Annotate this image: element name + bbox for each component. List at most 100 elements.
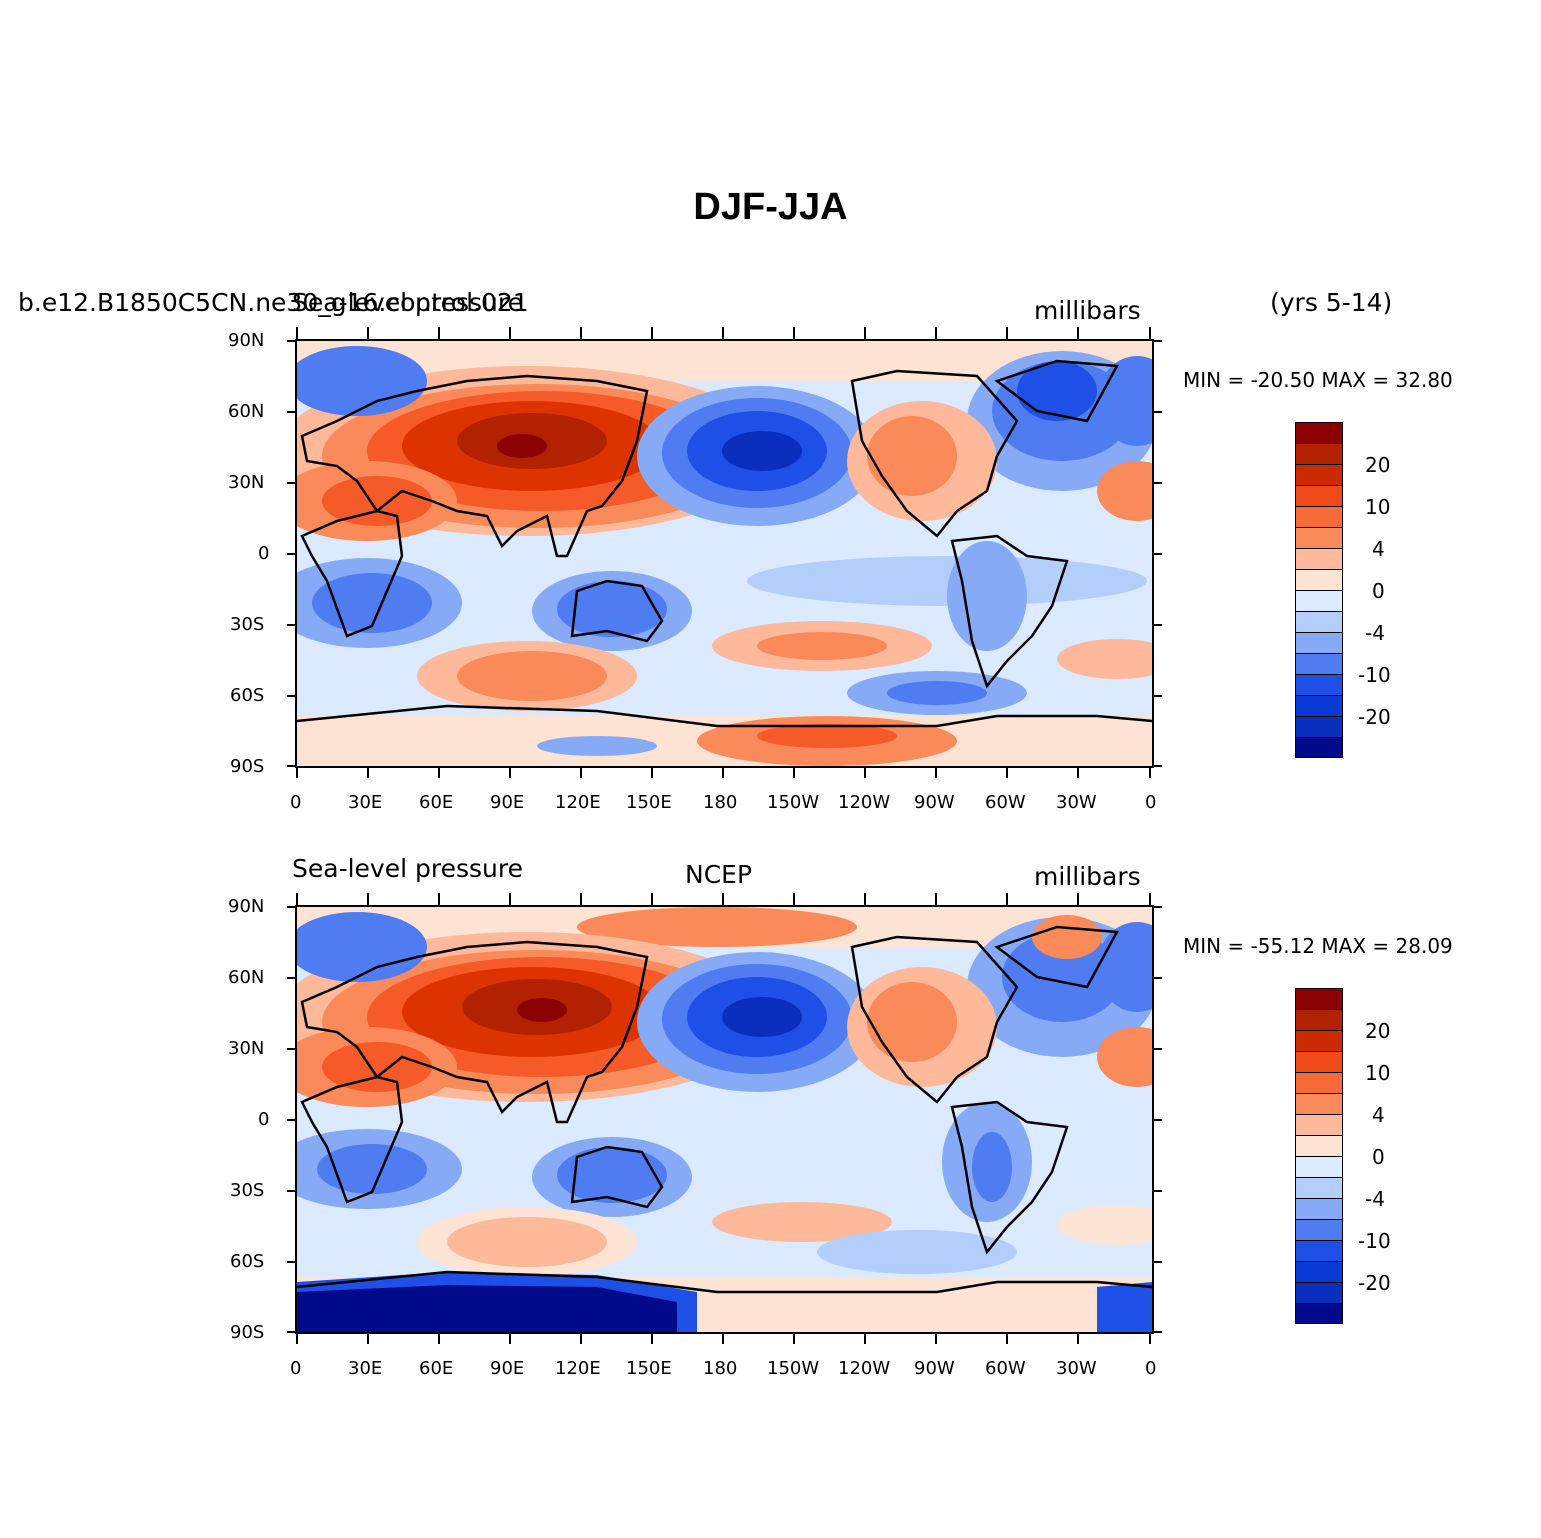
panel1-y-tick: 90S	[230, 756, 265, 777]
colorbar-swatch	[1295, 1072, 1343, 1094]
panel1-x-tick: 60W	[985, 792, 1026, 813]
panel1-colorbar-label: -4	[1365, 621, 1385, 645]
panel1-map-field	[297, 341, 1152, 766]
panel1-x-tick: 180	[703, 792, 738, 813]
colorbar-swatch	[1295, 737, 1343, 758]
panel2-y-tick: 30S	[230, 1180, 265, 1201]
panel2-y-tick: 30N	[228, 1038, 265, 1059]
colorbar-swatch	[1295, 1282, 1343, 1304]
panel2-y-tick: 60S	[230, 1251, 265, 1272]
panel2-x-tick: 30E	[348, 1358, 383, 1379]
panel1-x-tick: 150W	[767, 792, 820, 813]
panel1-x-tick: 0	[1145, 792, 1157, 813]
colorbar-swatch	[1295, 653, 1343, 675]
panel2-x-tick: 90W	[914, 1358, 955, 1379]
panel2-colorbar-label: 10	[1365, 1061, 1391, 1085]
panel2-colorbar-label: -20	[1358, 1271, 1391, 1295]
panel1-colorbar-label: 10	[1365, 495, 1391, 519]
panel2-colorbar-label: -4	[1365, 1187, 1385, 1211]
panel2-x-tick: 60E	[419, 1358, 454, 1379]
colorbar-swatch	[1295, 988, 1343, 1010]
panel2-source-label: NCEP	[685, 860, 753, 889]
colorbar-swatch	[1295, 1303, 1343, 1324]
panel2-y-tick: 60N	[228, 967, 265, 988]
panel2-colorbar-label: -10	[1358, 1229, 1391, 1253]
panel2-variable-label: Sea-level pressure	[292, 854, 523, 883]
panel1-colorbar-label: 20	[1365, 453, 1391, 477]
panel2-y-tick: 90N	[228, 896, 265, 917]
colorbar-swatch	[1295, 548, 1343, 570]
panel2-x-tick: 150W	[767, 1358, 820, 1379]
panel2-x-tick: 0	[1145, 1358, 1157, 1379]
panel1-y-tick: 30S	[230, 614, 265, 635]
colorbar-swatch	[1295, 716, 1343, 738]
colorbar-swatch	[1295, 632, 1343, 654]
colorbar-swatch	[1295, 1240, 1343, 1262]
panel2-min-max: MIN = -55.12 MAX = 28.09	[1183, 934, 1453, 958]
panel1-x-tick: 150E	[626, 792, 672, 813]
panel1-x-tick: 30E	[348, 792, 383, 813]
colorbar-swatch	[1295, 443, 1343, 465]
panel2-y-tick: 90S	[230, 1322, 265, 1343]
panel2-x-tick: 60W	[985, 1358, 1026, 1379]
colorbar-swatch	[1295, 1093, 1343, 1115]
panel2-colorbar	[1295, 988, 1343, 1324]
panel1-y-tick: 90N	[228, 330, 265, 351]
panel2-colorbar-label: 0	[1372, 1145, 1385, 1169]
panel2-y-tick: 0	[258, 1109, 270, 1130]
panel1-units-label: millibars	[1034, 296, 1141, 325]
panel2-colorbar-label: 4	[1372, 1103, 1385, 1127]
colorbar-swatch	[1295, 1156, 1343, 1178]
colorbar-swatch	[1295, 1009, 1343, 1031]
colorbar-swatch	[1295, 527, 1343, 549]
panel2-x-tick: 120E	[555, 1358, 601, 1379]
colorbar-swatch	[1295, 1030, 1343, 1052]
colorbar-swatch	[1295, 1261, 1343, 1283]
panel2-units-label: millibars	[1034, 862, 1141, 891]
panel2-x-tick: 120W	[838, 1358, 891, 1379]
panel1-variable-label: Sea-level pressure	[292, 288, 523, 317]
figure-title: DJF-JJA	[693, 186, 848, 228]
panel1-x-tick: 120E	[555, 792, 601, 813]
colorbar-swatch	[1295, 422, 1343, 444]
panel1-colorbar-label: -10	[1358, 663, 1391, 687]
panel1-map	[295, 339, 1154, 768]
panel1-y-tick: 60S	[230, 685, 265, 706]
panel1-x-tick: 90W	[914, 792, 955, 813]
colorbar-swatch	[1295, 1198, 1343, 1220]
panel1-colorbar	[1295, 422, 1343, 758]
panel1-case-label: b.e12.B1850C5CN.ne30_g16.control.021	[18, 288, 529, 317]
colorbar-swatch	[1295, 464, 1343, 486]
colorbar-swatch	[1295, 1219, 1343, 1241]
panel1-x-tick: 120W	[838, 792, 891, 813]
panel2-map	[295, 905, 1154, 1334]
colorbar-swatch	[1295, 1135, 1343, 1157]
colorbar-swatch	[1295, 1177, 1343, 1199]
colorbar-swatch	[1295, 611, 1343, 633]
panel1-y-tick: 30N	[228, 472, 265, 493]
panel1-colorbar-label: 4	[1372, 537, 1385, 561]
panel1-x-tick: 0	[290, 792, 302, 813]
colorbar-swatch	[1295, 485, 1343, 507]
colorbar-swatch	[1295, 590, 1343, 612]
panel2-x-tick: 150E	[626, 1358, 672, 1379]
colorbar-swatch	[1295, 1051, 1343, 1073]
colorbar-swatch	[1295, 1114, 1343, 1136]
panel1-min-max: MIN = -20.50 MAX = 32.80	[1183, 368, 1453, 392]
panel2-x-tick: 180	[703, 1358, 738, 1379]
panel1-x-tick: 60E	[419, 792, 454, 813]
panel2-colorbar-label: 20	[1365, 1019, 1391, 1043]
panel1-x-tick: 90E	[490, 792, 525, 813]
colorbar-swatch	[1295, 506, 1343, 528]
panel2-x-tick: 90E	[490, 1358, 525, 1379]
panel1-colorbar-label: 0	[1372, 579, 1385, 603]
panel1-x-tick: 30W	[1056, 792, 1097, 813]
panel1-y-tick: 60N	[228, 401, 265, 422]
colorbar-swatch	[1295, 569, 1343, 591]
panel1-y-tick: 0	[258, 543, 270, 564]
panel2-x-tick: 30W	[1056, 1358, 1097, 1379]
colorbar-swatch	[1295, 695, 1343, 717]
colorbar-swatch	[1295, 674, 1343, 696]
panel2-x-tick: 0	[290, 1358, 302, 1379]
panel2-map-field	[297, 907, 1152, 1332]
